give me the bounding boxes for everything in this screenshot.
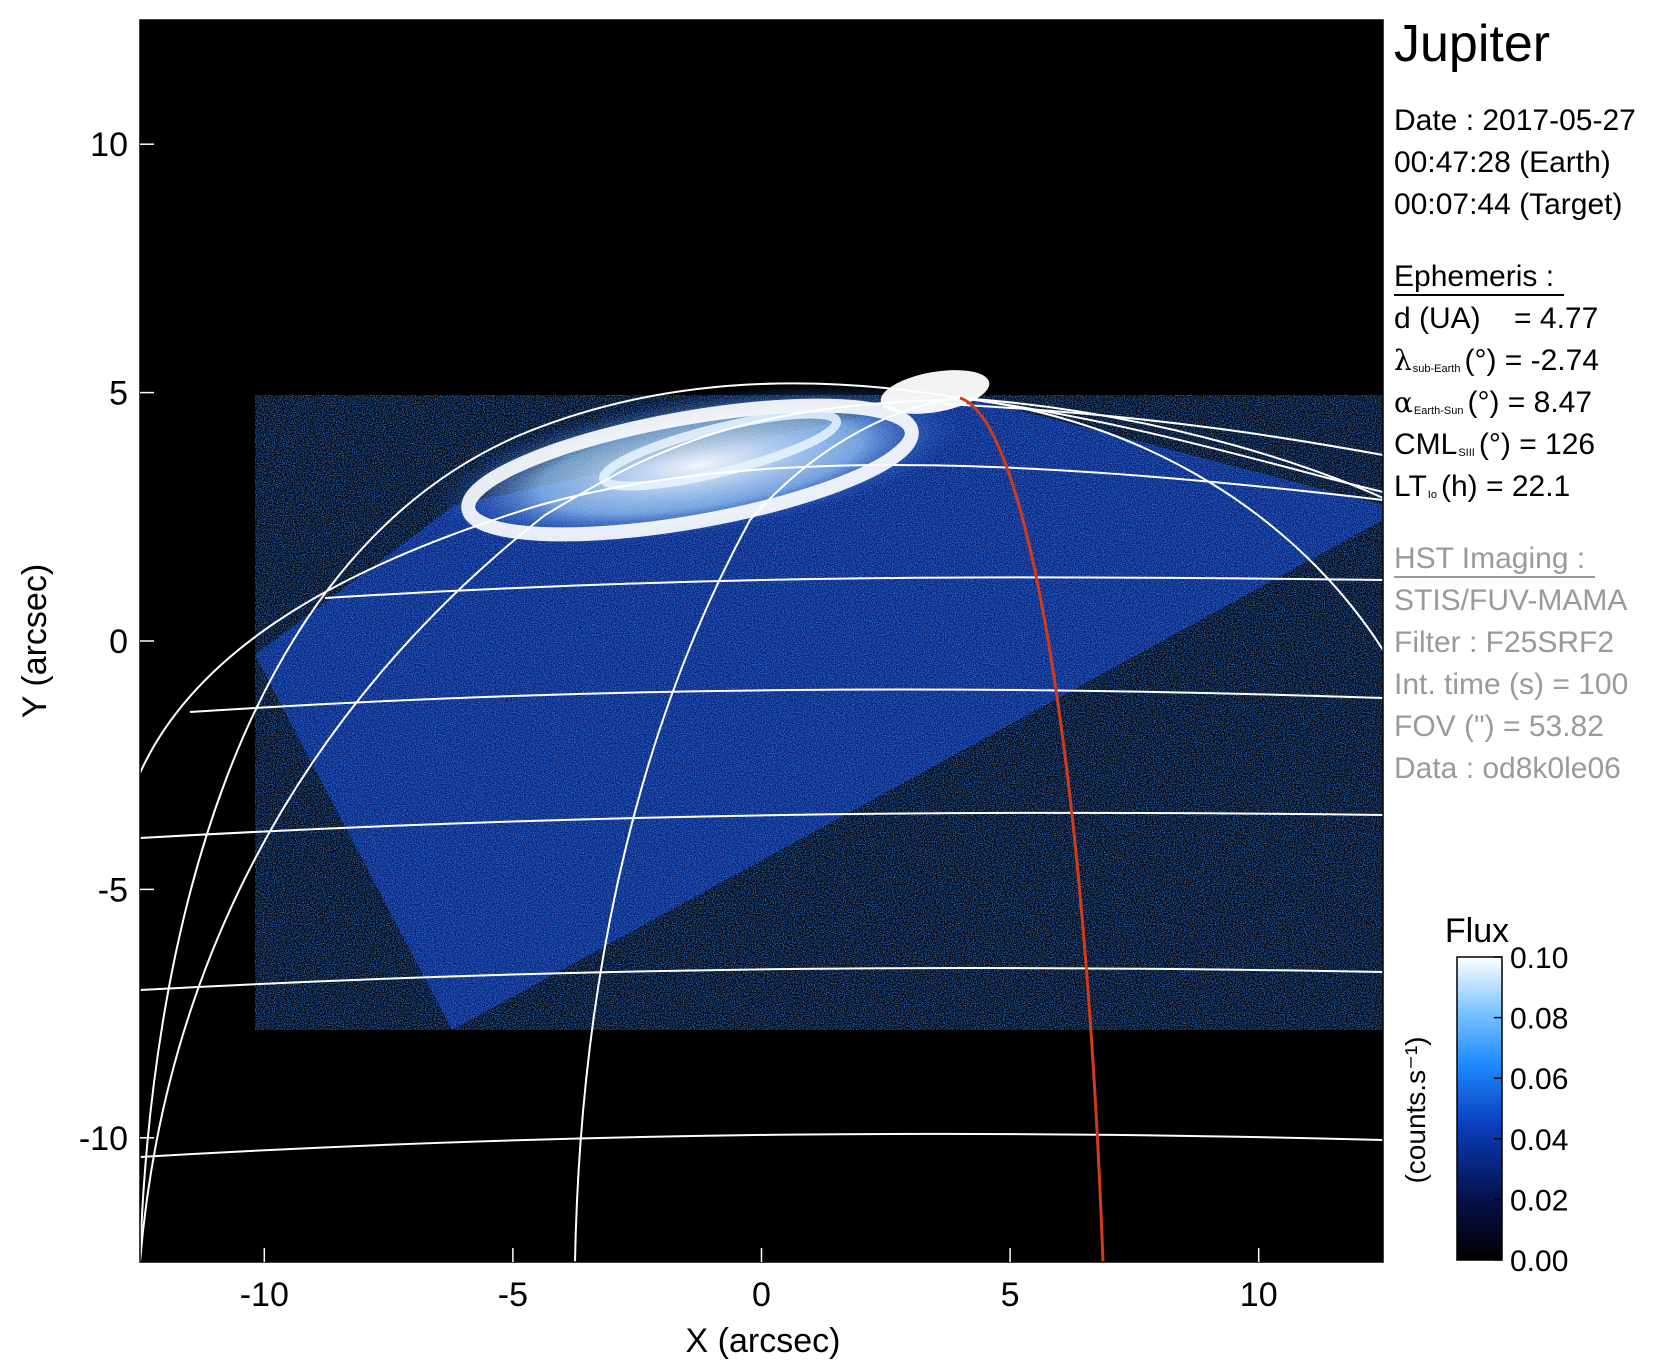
y-axis-label: Y (arcsec) [16, 564, 54, 718]
date-line: Date : 2017-05-27 [1394, 104, 1636, 137]
x-tick-label: 10 [1240, 1276, 1278, 1314]
y-ticks: -10 -5 0 5 10 [79, 126, 154, 1158]
x-tick-label: -10 [240, 1276, 289, 1314]
colorbar-tick-label: 0.00 [1510, 1245, 1568, 1278]
colorbar-ticks: 0.10 0.08 0.06 0.04 0.02 0.00 [1494, 942, 1568, 1278]
auroral-oval-main [461, 398, 919, 542]
y-tick-label: 10 [90, 126, 128, 164]
imaging-block: HST Imaging : STIS/FUV-MAMA Filter : F25… [1394, 538, 1628, 790]
x-tick-label: 0 [752, 1276, 771, 1314]
colorbar-title: Flux [1445, 912, 1509, 950]
colorbar-tick-label: 0.02 [1510, 1184, 1568, 1217]
colorbar-tick-label: 0.04 [1510, 1124, 1568, 1157]
target-time-line: 00:07:44 (Target) [1394, 188, 1623, 221]
colorbar: Flux (counts.s⁻¹) 0.100.080.060.040.020.… [1400, 912, 1568, 1278]
imaging-filter: Filter : F25SRF2 [1394, 626, 1615, 659]
figure-title: Jupiter [1394, 15, 1551, 73]
planet-grid [140, 382, 1383, 1262]
imaging-int-time: Int. time (s) = 100 [1394, 668, 1629, 701]
detector-noise [255, 395, 1383, 1030]
colorbar-tick-label: 0.08 [1510, 1003, 1568, 1036]
ephemeris-phase-angle: αEarth-Sun (°) = 8.47 [1394, 386, 1593, 419]
y-tick-label: 0 [109, 623, 128, 661]
x-axis-label: X (arcsec) [686, 1322, 841, 1360]
observation-block: Date : 2017-05-27 00:47:28 (Earth) 00:07… [1394, 100, 1636, 226]
ephemeris-cml: CMLSIII (°) = 126 [1394, 428, 1596, 461]
x-tick-label: 5 [1001, 1276, 1020, 1314]
y-tick-label: -5 [98, 871, 128, 909]
ephemeris-sub-earth-latitude: λsub-Earth (°) = -2.74 [1394, 344, 1600, 377]
colorbar-tick-label: 0.10 [1510, 942, 1568, 975]
auroral-bright-spot [880, 370, 990, 414]
imaging-fov: FOV (") = 53.82 [1394, 710, 1604, 743]
ephemeris-heading: Ephemeris : [1394, 260, 1565, 296]
imaging-instrument: STIS/FUV-MAMA [1394, 584, 1628, 617]
imaging-data-id: Data : od8k0le06 [1394, 752, 1621, 785]
ephemeris-distance: d (UA) = 4.77 [1394, 302, 1599, 335]
ephemeris-local-time-io: LTIo (h) = 22.1 [1394, 470, 1571, 503]
earth-time-line: 00:47:28 (Earth) [1394, 146, 1611, 179]
auroral-oval-inner [598, 409, 842, 491]
colorbar-unit-label: (counts.s⁻¹) [1400, 1036, 1431, 1183]
y-tick-label: 5 [109, 375, 128, 413]
colorbar-tick-label: 0.06 [1510, 1063, 1568, 1096]
ephemeris-block: Ephemeris : d (UA) = 4.77 λsub-Earth (°) … [1394, 256, 1599, 508]
io-footprint-line [959, 396, 1105, 1262]
x-tick-label: -5 [498, 1276, 528, 1314]
colorbar-gradient [1456, 956, 1503, 1261]
image-panel: -10 -5 0 5 10 -10 -5 0 5 10 [79, 19, 1384, 1314]
x-ticks: -10 -5 0 5 10 [240, 1248, 1278, 1314]
imaging-heading: HST Imaging : [1394, 542, 1596, 578]
y-tick-label: -10 [79, 1120, 128, 1158]
